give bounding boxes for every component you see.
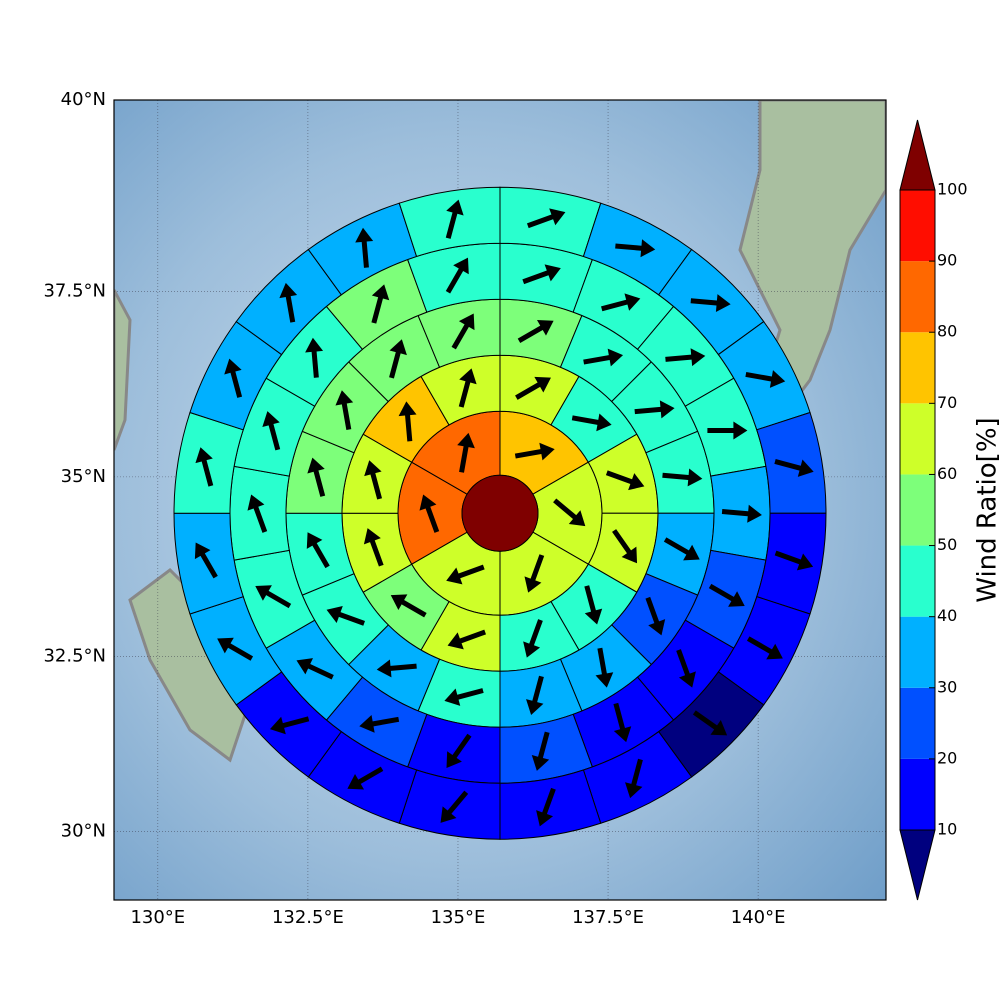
colorbar-tick-label: 50 bbox=[937, 535, 957, 554]
colorbar-tick-label: 40 bbox=[937, 606, 957, 625]
colorbar-tick-label: 100 bbox=[937, 180, 968, 199]
x-tick-label: 137.5°E bbox=[572, 907, 644, 928]
y-tick-label: 35°N bbox=[61, 466, 106, 487]
colorbar-tick-label: 60 bbox=[937, 464, 957, 483]
colorbar-segment bbox=[900, 474, 935, 545]
x-tick-label: 130°E bbox=[130, 907, 185, 928]
colorbar-segment bbox=[900, 190, 935, 261]
colorbar-segment bbox=[900, 403, 935, 474]
colorbar-tick-label: 70 bbox=[937, 393, 957, 412]
colorbar-tick-label: 30 bbox=[937, 677, 957, 696]
x-tick-label: 140°E bbox=[731, 907, 786, 928]
colorbar-segment bbox=[900, 617, 935, 688]
colorbar-label: Wind Ratio[%] bbox=[973, 417, 1000, 602]
y-tick-label: 30°N bbox=[61, 820, 106, 841]
colorbar-segment bbox=[900, 688, 935, 759]
x-tick-label: 132.5°E bbox=[272, 907, 344, 928]
colorbar-extend-low bbox=[900, 830, 935, 900]
colorbar-extend-high bbox=[900, 120, 935, 190]
colorbar-segment bbox=[900, 759, 935, 830]
colorbar-segment bbox=[900, 261, 935, 332]
colorbar-tick-label: 10 bbox=[937, 820, 957, 839]
colorbar-tick-label: 90 bbox=[937, 251, 957, 270]
colorbar-tick-label: 80 bbox=[937, 322, 957, 341]
colorbar-segment bbox=[900, 546, 935, 617]
y-tick-label: 40°N bbox=[61, 89, 106, 110]
center-disc bbox=[462, 475, 538, 551]
colorbar-segment bbox=[900, 332, 935, 403]
y-tick-label: 37.5°N bbox=[43, 281, 106, 302]
x-tick-label: 135°E bbox=[431, 907, 486, 928]
y-tick-label: 32.5°N bbox=[43, 646, 106, 667]
colorbar-tick-label: 20 bbox=[937, 748, 957, 767]
